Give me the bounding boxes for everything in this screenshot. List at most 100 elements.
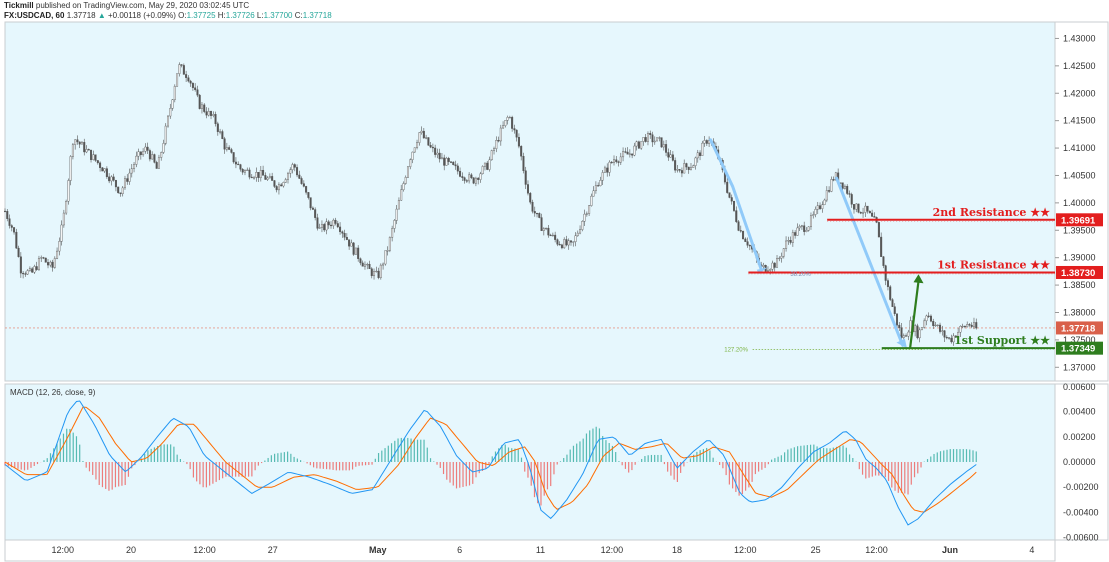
price-tick-label: 1.40000 xyxy=(1063,198,1096,208)
candle-body xyxy=(237,163,240,166)
candle-body xyxy=(511,117,514,129)
candle-body xyxy=(241,169,244,173)
candle-body xyxy=(157,157,160,169)
candle-body xyxy=(565,239,568,246)
candle-body xyxy=(250,176,253,179)
candle-body xyxy=(370,268,373,277)
candle-body xyxy=(880,236,883,257)
candle-body xyxy=(422,130,425,139)
candle-body xyxy=(472,177,475,184)
price-tick-label: 1.42000 xyxy=(1063,88,1096,98)
candle-body xyxy=(585,213,588,215)
candle-body xyxy=(438,152,441,160)
candle-body xyxy=(517,137,520,147)
candle-body xyxy=(377,270,380,278)
level-price-tag xyxy=(1056,341,1103,355)
candle-body xyxy=(289,169,292,174)
candle-body xyxy=(19,256,22,274)
candle-body xyxy=(610,161,613,164)
candle-body xyxy=(352,242,355,255)
candle-body xyxy=(640,141,643,149)
candle-body xyxy=(864,205,867,213)
candle-body xyxy=(905,335,908,337)
candle-body xyxy=(497,140,500,142)
change-up-icon: ▲ xyxy=(97,11,106,20)
candle-body xyxy=(318,227,321,229)
symbol-label[interactable]: FX:USDCAD, 60 xyxy=(4,11,65,20)
candle-body xyxy=(968,324,971,326)
candle-body xyxy=(730,197,733,202)
candle-body xyxy=(361,262,364,267)
candle-body xyxy=(33,266,36,273)
candle-body xyxy=(264,175,267,180)
candle-body xyxy=(87,149,90,151)
low-value: 1.37700 xyxy=(263,11,293,20)
candle-body xyxy=(200,104,203,109)
candle-body xyxy=(391,228,394,238)
candle-body xyxy=(902,335,905,338)
macd-line xyxy=(4,400,977,526)
candle-body xyxy=(67,180,70,202)
candle-body xyxy=(871,212,874,217)
candle-body xyxy=(214,114,217,124)
candle-body xyxy=(952,335,955,343)
candle-body xyxy=(737,221,740,231)
candle-body xyxy=(182,65,185,75)
candle-body xyxy=(626,151,629,155)
published-text: published on TradingView.com, May 29, 20… xyxy=(35,1,250,10)
candle-body xyxy=(225,147,228,150)
candle-body xyxy=(101,167,104,172)
fib-label: 127.20% xyxy=(724,347,748,353)
candle-body xyxy=(167,115,170,127)
candle-body xyxy=(246,169,249,171)
candle-body xyxy=(891,299,894,307)
current-price-tag xyxy=(1056,321,1103,335)
candle-body xyxy=(508,117,511,119)
candle-body xyxy=(495,140,498,149)
price-axis-bg[interactable] xyxy=(1054,21,1109,382)
last-price: 1.37718 xyxy=(66,11,96,20)
candle-body xyxy=(334,219,337,224)
candle-body xyxy=(51,261,54,268)
candle-body xyxy=(384,250,387,265)
macd-pane-bg[interactable] xyxy=(4,383,1056,541)
time-tick-label: 12:00 xyxy=(734,545,757,555)
candle-body xyxy=(635,141,638,147)
candle-body xyxy=(515,129,518,138)
high-label: H: xyxy=(217,11,226,20)
candle-body xyxy=(216,123,219,132)
candle-body xyxy=(852,204,855,210)
publisher-name[interactable]: Tickmill xyxy=(4,1,34,10)
candle-body xyxy=(889,286,892,300)
candle-body xyxy=(119,192,122,194)
candle-body xyxy=(778,257,781,260)
candle-body xyxy=(248,169,251,178)
candle-body xyxy=(701,142,704,156)
candle-body xyxy=(674,160,677,171)
candle-body xyxy=(477,177,480,180)
candle-body xyxy=(916,325,919,339)
candle-body xyxy=(959,326,962,333)
candle-body xyxy=(592,190,595,197)
candle-body xyxy=(556,239,559,245)
candle-body xyxy=(406,166,409,178)
candle-body xyxy=(90,149,93,160)
candle-body xyxy=(373,271,376,277)
candle-body xyxy=(927,315,930,317)
candle-body xyxy=(323,224,326,231)
macd-axis-bg[interactable] xyxy=(1054,383,1109,541)
candle-body xyxy=(339,226,342,232)
candle-body xyxy=(62,212,65,226)
macd-title[interactable]: MACD (12, 26, close, 9) xyxy=(10,388,96,397)
candle-body xyxy=(239,164,242,170)
candle-body xyxy=(490,150,493,161)
candle-body xyxy=(909,320,912,333)
annotation-arrows xyxy=(709,138,924,349)
candle-body xyxy=(948,337,951,339)
time-axis-bg[interactable] xyxy=(4,539,1056,562)
candle-body xyxy=(427,137,430,146)
candle-body xyxy=(708,140,711,144)
candle-body xyxy=(642,137,645,142)
candle-body xyxy=(257,172,260,178)
